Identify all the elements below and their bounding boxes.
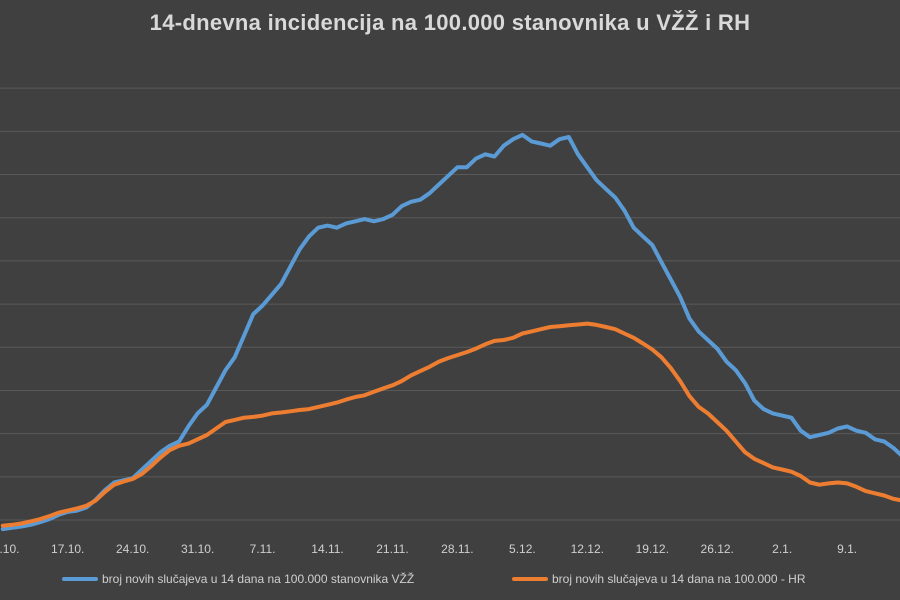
x-tick-label: 5.12. xyxy=(509,542,536,556)
x-tick-label: 7.11. xyxy=(250,542,276,556)
legend-item-hr: broj novih slučajeva u 14 dana na 100.00… xyxy=(512,572,806,586)
legend-label-vzz: broj novih slučajeva u 14 dana na 100.00… xyxy=(102,572,415,586)
legend-item-vzz: broj novih slučajeva u 14 dana na 100.00… xyxy=(62,572,414,586)
legend-swatch-vzz xyxy=(62,577,98,581)
gridlines xyxy=(0,87,900,521)
x-tick-label: 19.12. xyxy=(636,542,669,556)
chart-title: 14-dnevna incidencija na 100.000 stanovn… xyxy=(149,10,751,35)
legend: broj novih slučajeva u 14 dana na 100.00… xyxy=(0,572,900,596)
x-tick-labels: 10.10. 17.10. 24.10. 31.10. 7.11. 14.11. 21.11… xyxy=(0,542,857,556)
series-line-vzz xyxy=(0,132,900,532)
x-tick-label: 24.10. xyxy=(116,542,149,556)
x-tick-label: 26.12. xyxy=(701,542,734,556)
legend-label-hr: broj novih slučajeva u 14 dana na 100.00… xyxy=(552,572,806,586)
series-lines xyxy=(0,132,900,532)
x-tick-label: 10.10. xyxy=(0,542,19,556)
x-tick-label: 17.10. xyxy=(51,542,84,556)
x-tick-label: 21.11. xyxy=(376,542,408,556)
x-tick-label: 9.1. xyxy=(837,542,857,556)
x-tick-label: 14.11. xyxy=(311,542,343,556)
x-tick-label: 12.12. xyxy=(571,542,604,556)
series-line-hr xyxy=(0,321,900,528)
x-tick-label: 28.11. xyxy=(441,542,473,556)
legend-swatch-hr xyxy=(512,577,548,581)
x-tick-label: 31.10. xyxy=(181,542,214,556)
x-tick-label: 2.1. xyxy=(772,542,792,556)
